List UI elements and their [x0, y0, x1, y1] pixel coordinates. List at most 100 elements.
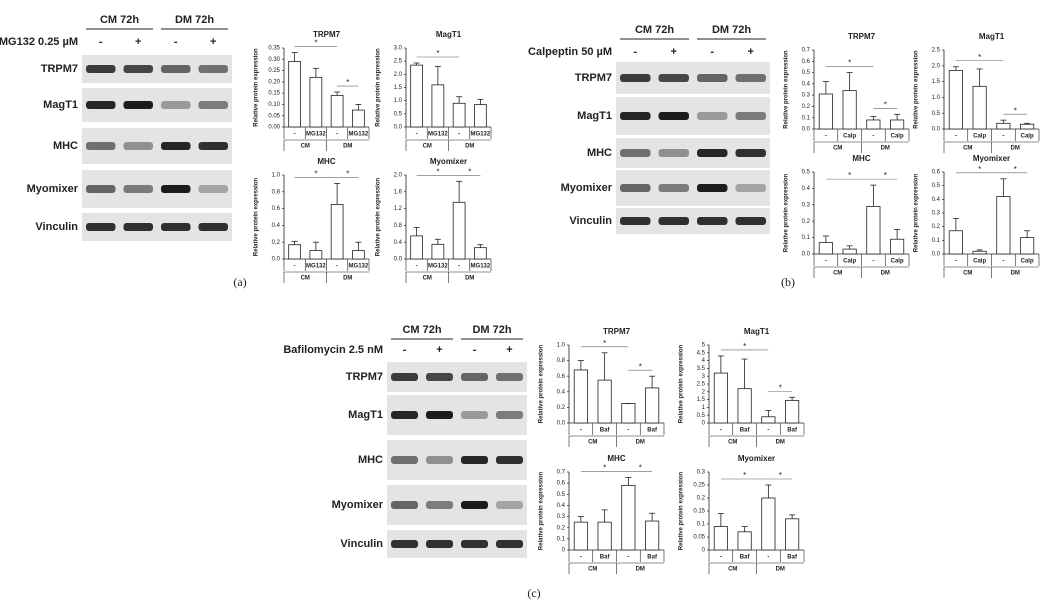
y-tick-label: 0.20 — [268, 79, 280, 85]
significance-star: * — [978, 165, 981, 174]
y-axis-label: Relative protein expression — [539, 344, 545, 423]
blot-band — [496, 411, 523, 419]
bar — [996, 122, 1011, 130]
y-tick-label: 2.0 — [394, 173, 403, 179]
blot-band — [461, 373, 488, 381]
y-tick-label: 0.10 — [268, 102, 280, 108]
chart-title: MHC — [607, 454, 625, 463]
y-tick-label: 0.3 — [932, 211, 941, 217]
group-label: DM — [465, 276, 474, 282]
protein-label: MHC — [358, 454, 383, 466]
y-tick-label: 0.8 — [272, 189, 281, 195]
blot-band — [123, 65, 153, 73]
y-tick-label: 0.1 — [932, 238, 941, 244]
y-tick-label: 0.0 — [932, 252, 941, 258]
y-axis-label: Relative protein expression — [784, 50, 790, 129]
blot-band — [161, 223, 191, 231]
blot-band — [461, 456, 488, 464]
y-tick-label: 0.5 — [932, 183, 941, 189]
chart-title: MHC — [317, 157, 335, 166]
group-label: DM — [776, 567, 785, 573]
y-tick-label: 0.2 — [697, 496, 706, 502]
y-tick-label: 1.0 — [394, 98, 403, 104]
bar — [352, 250, 365, 260]
blot-band — [735, 74, 766, 82]
x-tick-label: Calp — [843, 259, 856, 265]
condition-header: DM 72h — [175, 14, 214, 26]
x-tick-label: Baf — [600, 555, 611, 561]
x-tick-label: - — [720, 555, 722, 561]
blot-band — [658, 217, 689, 225]
x-tick-label: - — [416, 264, 418, 270]
blot-band — [123, 223, 153, 231]
y-tick-label: 0.30 — [268, 57, 280, 63]
x-tick-label: - — [580, 428, 582, 434]
bar — [972, 250, 987, 255]
group-label: DM — [343, 276, 352, 282]
lane-sign: + — [135, 36, 141, 48]
blot-band — [198, 101, 228, 109]
x-tick-label: - — [767, 555, 769, 561]
bar — [573, 521, 588, 551]
y-axis-label: Relative protein expression — [539, 471, 545, 550]
protein-label: TRPM7 — [346, 371, 383, 383]
condition-header: DM 72h — [712, 24, 751, 36]
blot-band — [620, 149, 651, 157]
bar — [785, 399, 800, 424]
significance-star: * — [779, 471, 782, 480]
y-tick-label: 2.5 — [394, 59, 403, 65]
y-axis-label: Relative protein expression — [376, 177, 382, 256]
y-tick-label: 0.4 — [802, 81, 811, 87]
treatment-label: Bafilomycin 2.5 nM — [283, 344, 383, 356]
blot-band — [461, 501, 488, 509]
y-tick-label: 0.25 — [693, 483, 705, 489]
protein-label: Vinculin — [569, 215, 612, 227]
x-tick-label: Baf — [787, 555, 798, 561]
lane-sign: + — [748, 46, 754, 58]
blot-band — [161, 142, 191, 150]
significance-star: * — [436, 167, 439, 176]
group-label: CM — [301, 144, 310, 150]
y-axis-label: Relative protein expression — [679, 344, 685, 423]
bar — [431, 84, 445, 128]
bar — [818, 242, 833, 255]
y-axis-label: Relative protein expression — [784, 173, 790, 252]
y-tick-label: 0.05 — [693, 535, 705, 541]
y-tick-label: 0.7 — [557, 470, 566, 476]
blot-band — [198, 185, 228, 193]
bar — [330, 203, 344, 260]
significance-star: * — [468, 167, 471, 176]
group-label: DM — [465, 144, 474, 150]
blot-band — [658, 184, 689, 192]
y-tick-label: 0.0 — [802, 252, 811, 258]
y-tick-label: 0.6 — [272, 206, 281, 212]
bar — [761, 497, 776, 551]
y-tick-label: 0.5 — [557, 492, 566, 498]
y-tick-label: 0.6 — [802, 59, 811, 65]
bar — [309, 76, 323, 128]
x-tick-label: MG132 — [471, 264, 491, 270]
condition-header: CM 72h — [100, 14, 139, 26]
blot-band — [735, 184, 766, 192]
y-tick-label: 2.5 — [932, 48, 941, 54]
significance-star: * — [884, 100, 887, 109]
group-label: DM — [636, 440, 645, 446]
blot-band — [86, 142, 116, 150]
y-tick-label: 0.5 — [802, 170, 811, 176]
y-tick-label: 0.15 — [693, 509, 705, 515]
y-tick-label: 1.0 — [557, 343, 566, 349]
blot-band — [123, 185, 153, 193]
x-tick-label: - — [872, 259, 874, 265]
blot-band — [161, 65, 191, 73]
x-tick-label: - — [825, 134, 827, 140]
y-tick-label: 5 — [702, 343, 706, 349]
bar — [866, 206, 881, 255]
blot-band — [198, 65, 228, 73]
blot-band — [426, 411, 453, 419]
bar — [713, 372, 728, 424]
blot-band — [697, 74, 728, 82]
protein-label: MHC — [587, 147, 612, 159]
y-axis-label: Relative protein expression — [914, 173, 920, 252]
blot-band — [86, 185, 116, 193]
